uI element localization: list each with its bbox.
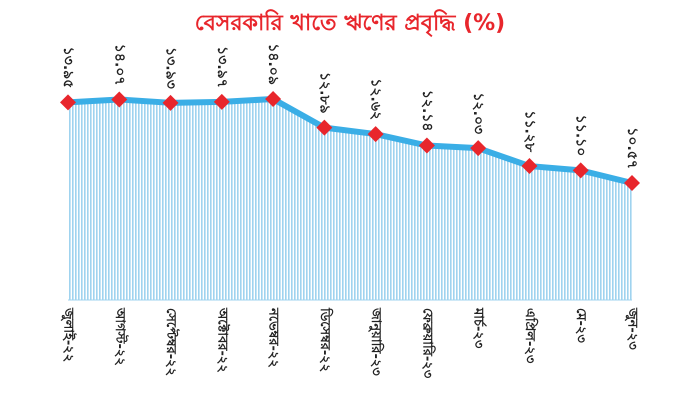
marker [316,119,333,136]
x-tick-label: মে-২৩ [573,308,588,343]
x-tick-label: জুন-২৩ [624,307,640,350]
x-tick-label: আগস্ট-২২ [112,307,129,366]
value-label: ১২.৬২ [368,78,384,120]
marker [418,137,435,154]
marker [162,94,179,111]
line [67,96,633,186]
x-tick-label: ডিসেম্বর-২২ [317,307,334,372]
value-label: ১৩.৯৭ [214,46,230,88]
x-tick-label: জুলাই-২২ [60,307,78,362]
value-label: ১০.৫৭ [624,127,640,169]
marker [111,91,128,108]
marker [213,93,230,110]
chart-title: বেসরকারি খাতে ঋণের প্রবৃদ্ধি (%) [195,9,505,37]
value-label: ১২.১৪ [419,90,435,132]
marker [60,94,76,111]
marker [572,162,589,179]
marker [265,91,282,107]
x-tick-label: মার্চ-২৩ [471,307,488,349]
value-label: ১৪.০৭ [111,44,127,86]
x-tick-label: ফেব্রুয়ারি-২৩ [419,308,436,379]
x-tick-label: সেপ্টেম্বর-২২ [163,308,180,376]
area [68,99,632,300]
marker [624,175,640,191]
x-tick-label: নভেম্বর-২২ [266,307,281,368]
x-tick-label: অক্টোবর-২২ [214,307,230,373]
x-tick-label: জানুয়ারি-২৩ [368,307,386,376]
marker [367,126,384,143]
marker [470,140,487,157]
value-label: ১৩.৯৫ [60,47,76,89]
value-label: ১১.১০ [573,115,589,157]
marker [521,158,538,175]
value-label: ১১.২৮ [521,110,537,153]
value-label: ১২.৮৯ [316,72,332,114]
value-label: ১২.০৩ [470,92,486,134]
value-label: ১৪.০৯ [265,43,281,85]
x-tick-label: এপ্রিল-২৩ [522,308,539,364]
value-label: ১৩.৯৩ [163,47,179,89]
